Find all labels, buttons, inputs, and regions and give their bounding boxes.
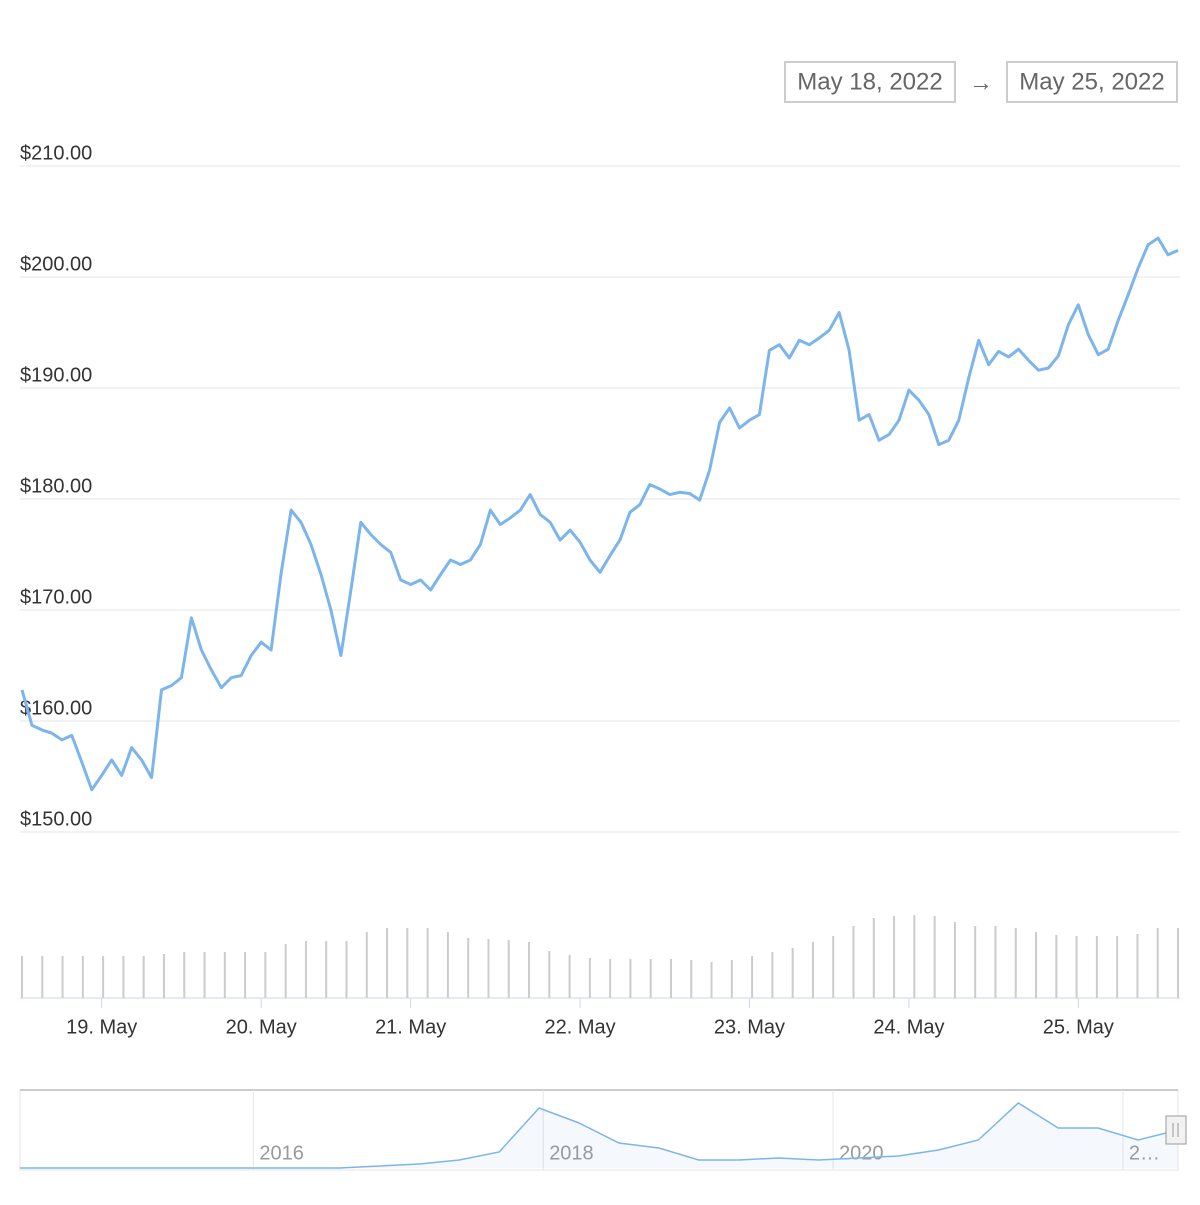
volume-bar [102,956,105,998]
volume-bar [1055,935,1058,998]
range-from: May 18, 2022 [797,68,942,95]
range-to-box[interactable] [1006,61,1178,103]
volume-bar [61,956,64,998]
y-tick-label: $170.00 [20,586,92,608]
volume-bar [142,956,145,998]
range-arrow: → [969,69,993,96]
volume-bar [690,960,693,998]
volume-bar [669,959,672,998]
volume-bar [426,928,429,998]
volume-bar [325,941,328,998]
x-tick-label: 21. May [375,1016,446,1038]
volume-bar [1075,936,1078,998]
volume-bar [244,952,247,998]
volume-bar [832,936,835,998]
volume-bar [304,941,307,998]
volume-bar [284,944,287,998]
volume-bar [507,940,510,998]
volume-bar [183,952,186,998]
volume-bar [1014,928,1017,998]
volume-bar [933,916,936,998]
volume-bar [487,939,490,998]
navigator-line [20,1102,1179,1169]
x-tick-label: 24. May [873,1016,944,1038]
volume-bar [406,928,409,998]
volume-bar [609,959,612,998]
volume-bar [203,952,206,998]
y-tick-label: $150.00 [20,808,92,830]
x-tick-label: 20. May [226,1016,297,1038]
volume-bar [21,956,23,998]
volume-bar [913,915,916,998]
volume-bar [730,960,733,998]
volume-bar [649,959,652,998]
volume-bar [872,918,875,998]
volume-bar [1035,932,1038,998]
volume-bar [548,951,551,998]
volume-bar [1116,936,1119,998]
volume-bar [771,952,774,998]
volume-bar [1095,936,1098,998]
x-tick-label: 19. May [66,1016,137,1038]
volume-bar [629,959,632,998]
volume-bar [386,928,389,998]
volume-bar [974,926,977,998]
y-tick-label: $210.00 [20,142,92,164]
volume-bar [41,956,44,998]
volume-bar [588,958,591,998]
navigator-area [20,1103,1178,1168]
volume-bar [953,922,956,998]
volume-bar [791,948,794,998]
volume-bar [710,962,713,998]
volume-bar [751,956,754,998]
price-line [20,236,1179,792]
volume-bar [994,926,997,998]
volume-bar [122,956,125,998]
volume-bar [223,952,226,998]
volume-bar [852,926,855,998]
y-tick-label: $200.00 [20,253,92,275]
volume-bar [1177,928,1179,998]
volume-bar [811,942,814,998]
volume-bar [893,916,896,998]
volume-bar [1156,928,1159,998]
navigator-tick-label: 2016 [259,1142,304,1164]
volume-bar [81,956,84,998]
y-tick-label: $160.00 [20,697,92,719]
range-to: May 25, 2022 [1019,68,1164,95]
volume-bar [467,938,470,998]
volume-bar [345,941,348,998]
volume-bar [264,952,267,998]
volume-bar [568,955,571,998]
volume-bar [365,932,368,998]
range-from-box[interactable] [784,61,956,103]
navigator-tick-label: 2018 [549,1142,594,1164]
volume-bar [1136,934,1139,998]
volume-bar [162,954,165,998]
volume-bar [446,932,449,998]
navigator-handle[interactable] [1165,1115,1187,1145]
x-tick-label: 23. May [714,1016,785,1038]
x-tick-label: 22. May [544,1016,615,1038]
y-tick-label: $180.00 [20,475,92,497]
x-tick-label: 25. May [1043,1016,1114,1038]
navigator-tick-label: 2… [1129,1142,1160,1164]
volume-bar [528,942,531,998]
y-tick-label: $190.00 [20,364,92,386]
